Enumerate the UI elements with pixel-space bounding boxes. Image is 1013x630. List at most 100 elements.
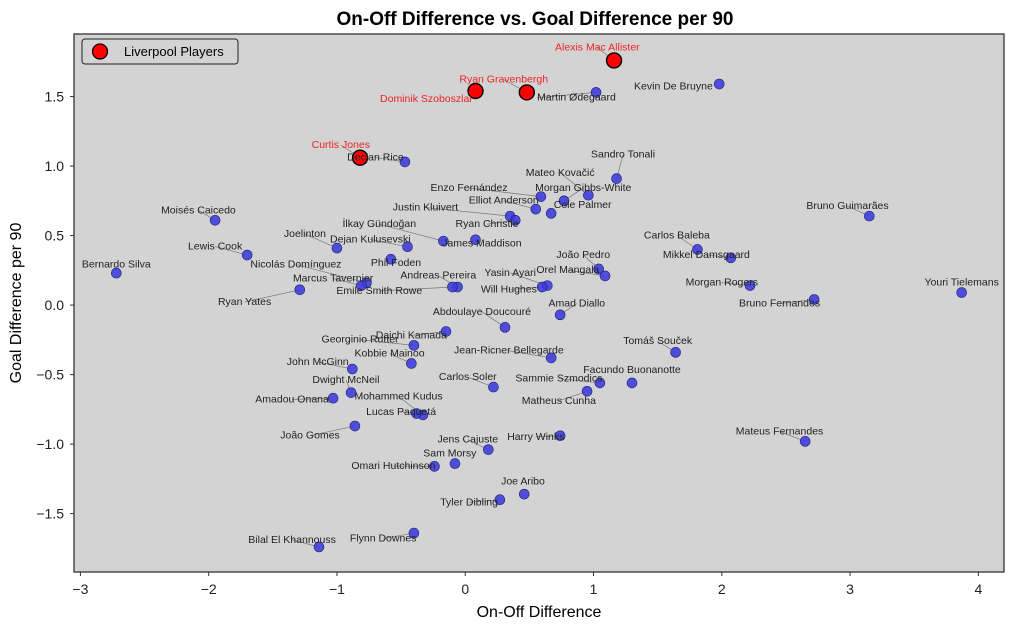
player-point — [581, 385, 593, 397]
leader-line — [379, 223, 444, 242]
player-point — [554, 430, 566, 442]
point-label: Marcus Tavernier — [293, 272, 374, 284]
point-label: Daichi Kamada — [376, 329, 447, 341]
player-point — [545, 352, 557, 364]
player-point — [402, 241, 413, 252]
leader-line — [508, 350, 552, 359]
player-point — [956, 287, 967, 298]
point-label: Joelinton — [284, 228, 326, 240]
player-point — [744, 280, 756, 291]
point-label: Kobbie Mainoo — [355, 348, 425, 360]
x-axis-ticks: −3 −2 −1 0 1 2 3 4 — [72, 572, 982, 597]
plot-area — [74, 34, 1004, 572]
point-label: Bilal El Khannouss — [248, 534, 336, 546]
point-label: Harry Winks — [507, 431, 564, 443]
y-tick-label: −1.0 — [36, 436, 64, 452]
point-label: Tyler Dibling — [440, 496, 498, 508]
point-label: Youri Tielemans — [925, 277, 999, 289]
player-point — [554, 309, 566, 321]
x-tick-label: −2 — [201, 581, 217, 597]
point-label: Morgan Gibbs-White — [535, 182, 631, 194]
data-points — [111, 52, 967, 553]
legend: Liverpool Players — [81, 38, 239, 65]
player-point — [345, 387, 357, 398]
point-label: Dominik Szoboszlai — [380, 93, 472, 105]
leader-line — [379, 286, 453, 292]
player-point — [494, 494, 506, 506]
y-tick-label: −1.5 — [36, 506, 64, 522]
leader-line — [425, 207, 511, 217]
point-label: Justin Kluivert — [393, 202, 458, 214]
point-label: João Gomes — [280, 430, 340, 442]
player-point — [626, 377, 638, 389]
player-point — [483, 444, 494, 455]
point-label: Declan Rice — [347, 152, 404, 164]
point-label: Dejan Kulusevski — [330, 234, 411, 246]
liverpool-point — [351, 149, 369, 166]
leader-line — [360, 339, 414, 346]
player-point — [408, 527, 420, 539]
x-tick-label: 3 — [846, 581, 854, 597]
player-point — [429, 461, 440, 472]
leader-line — [317, 361, 353, 370]
player-point — [594, 377, 606, 389]
point-label: Omari Hutchinson — [351, 460, 435, 472]
point-label: İlkay Gündoğan — [343, 217, 417, 230]
player-point — [670, 347, 681, 358]
leader-line — [559, 172, 589, 196]
point-label: Mikkel Damsgaard — [663, 249, 750, 261]
chart-title: On-Off Difference vs. Goal Difference pe… — [336, 9, 733, 30]
point-label: Ryan Gravenbergh — [459, 74, 548, 86]
point-label: Jens Cajuste — [437, 434, 498, 446]
point-label: Mohammed Kudus — [354, 391, 442, 403]
leader-line — [309, 425, 355, 436]
point-label: Joe Aribo — [501, 475, 545, 487]
y-tick-label: −0.5 — [36, 367, 64, 383]
player-point — [535, 191, 547, 202]
player-point — [593, 263, 604, 275]
player-point — [313, 541, 325, 553]
point-label: Orel Mangala — [536, 264, 599, 276]
point-label: Will Hughes — [481, 284, 537, 296]
leader-line — [503, 200, 536, 210]
player-point — [488, 381, 499, 393]
point-label: Cole Palmer — [554, 199, 612, 211]
point-label: Facundo Buonanotte — [583, 364, 681, 376]
leader-line — [292, 397, 334, 400]
point-label: Moisés Caicedo — [161, 204, 236, 216]
point-labels: Martin Ødegaard Kevin De Bruyne Declan Ric… — [82, 42, 999, 546]
player-point — [331, 242, 343, 254]
point-label: Tomáš Souček — [623, 335, 693, 347]
player-point — [447, 281, 458, 293]
liverpool-point — [467, 82, 484, 100]
point-label: Bruno Fernandes — [739, 297, 820, 309]
leader-line — [295, 264, 367, 284]
point-label: Flynn Downes — [350, 532, 417, 544]
point-label: Georginio Rutter — [322, 334, 400, 346]
leader-line — [508, 286, 543, 290]
x-tick-label: −1 — [329, 581, 345, 597]
player-point — [518, 488, 530, 500]
player-point — [399, 156, 411, 168]
point-label: Dwight McNeil — [312, 374, 379, 386]
point-label: Andreas Pereira — [400, 270, 476, 282]
point-label: John McGinn — [287, 356, 349, 368]
point-label: Ryan Christie — [456, 218, 519, 230]
player-point — [241, 249, 253, 261]
player-point — [111, 267, 122, 279]
leader-line — [558, 378, 600, 384]
player-point — [509, 214, 521, 226]
x-axis-label: On-Off Difference — [477, 604, 602, 621]
player-point — [713, 78, 725, 90]
player-point — [349, 420, 361, 432]
point-label: Mateus Fernandes — [736, 425, 824, 437]
y-tick-label: 0.0 — [45, 297, 65, 313]
point-label: James Maddison — [442, 238, 522, 250]
player-point — [411, 408, 422, 419]
point-label: Phil Foden — [371, 257, 421, 269]
point-label: Ryan Yates — [218, 296, 271, 308]
point-label: Lucas Paquetá — [366, 406, 436, 418]
point-label: Kevin De Bruyne — [634, 81, 713, 93]
player-point — [611, 173, 622, 184]
